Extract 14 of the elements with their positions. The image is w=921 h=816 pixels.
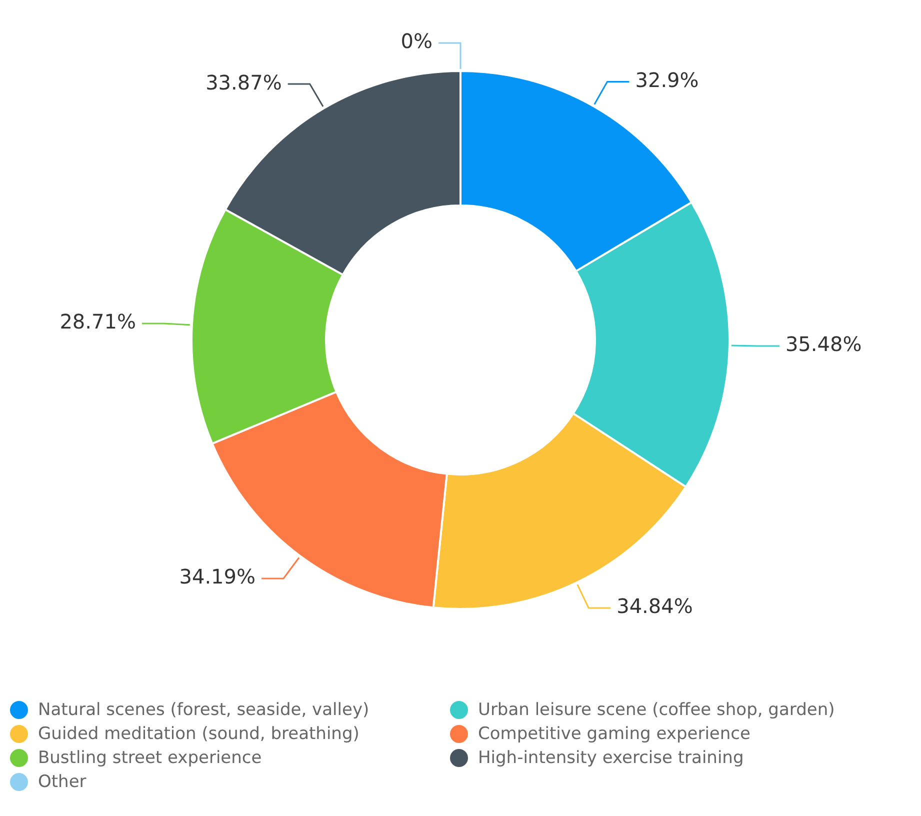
data-label: 33.87% — [206, 70, 282, 94]
legend-label: Guided meditation (sound, breathing) — [38, 724, 360, 744]
data-label: 35.48% — [785, 332, 862, 356]
legend-label: Other — [38, 772, 86, 792]
legend-label: Natural scenes (forest, seaside, valley) — [38, 700, 370, 720]
legend-label: High-intensity exercise training — [478, 748, 744, 768]
legend-label: Bustling street experience — [38, 748, 262, 768]
text: 0% — [400, 29, 432, 54]
legend-label: Urban leisure scene (coffee shop, garden) — [478, 700, 835, 720]
legend-label: Competitive gaming experience — [478, 724, 750, 744]
data-label: 34.84% — [616, 594, 693, 618]
data-label: 32.9% — [635, 68, 699, 92]
data-label: 28.71% — [60, 310, 136, 334]
data-label: 34.19% — [179, 564, 256, 589]
